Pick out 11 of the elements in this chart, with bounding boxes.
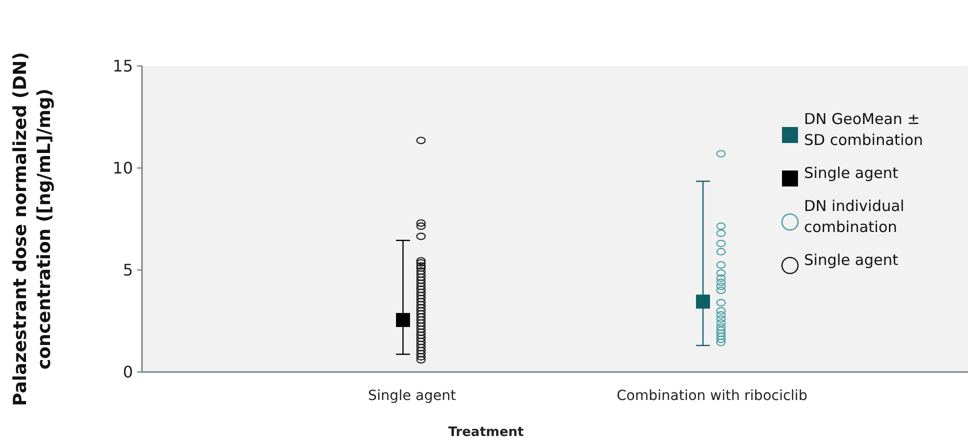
- legend-label: Single agent: [804, 251, 898, 269]
- y-tick-label: 0: [122, 362, 133, 382]
- y-tick-label: 10: [112, 158, 133, 178]
- y-axis-title: Palazestrant dose normalized (DN) concentration ([ng/mL]/mg): [10, 52, 55, 406]
- legend-label: Single agent: [804, 164, 898, 182]
- y-tick-label: 15: [112, 56, 133, 76]
- x-axis-title: Treatment: [448, 425, 524, 440]
- legend-label: DN individual combination: [804, 197, 904, 236]
- y-tick-label: 5: [122, 260, 133, 280]
- x-tick-label: Combination with ribociclib: [616, 388, 808, 404]
- legend-label: DN GeoMean ± SD combination: [804, 110, 923, 149]
